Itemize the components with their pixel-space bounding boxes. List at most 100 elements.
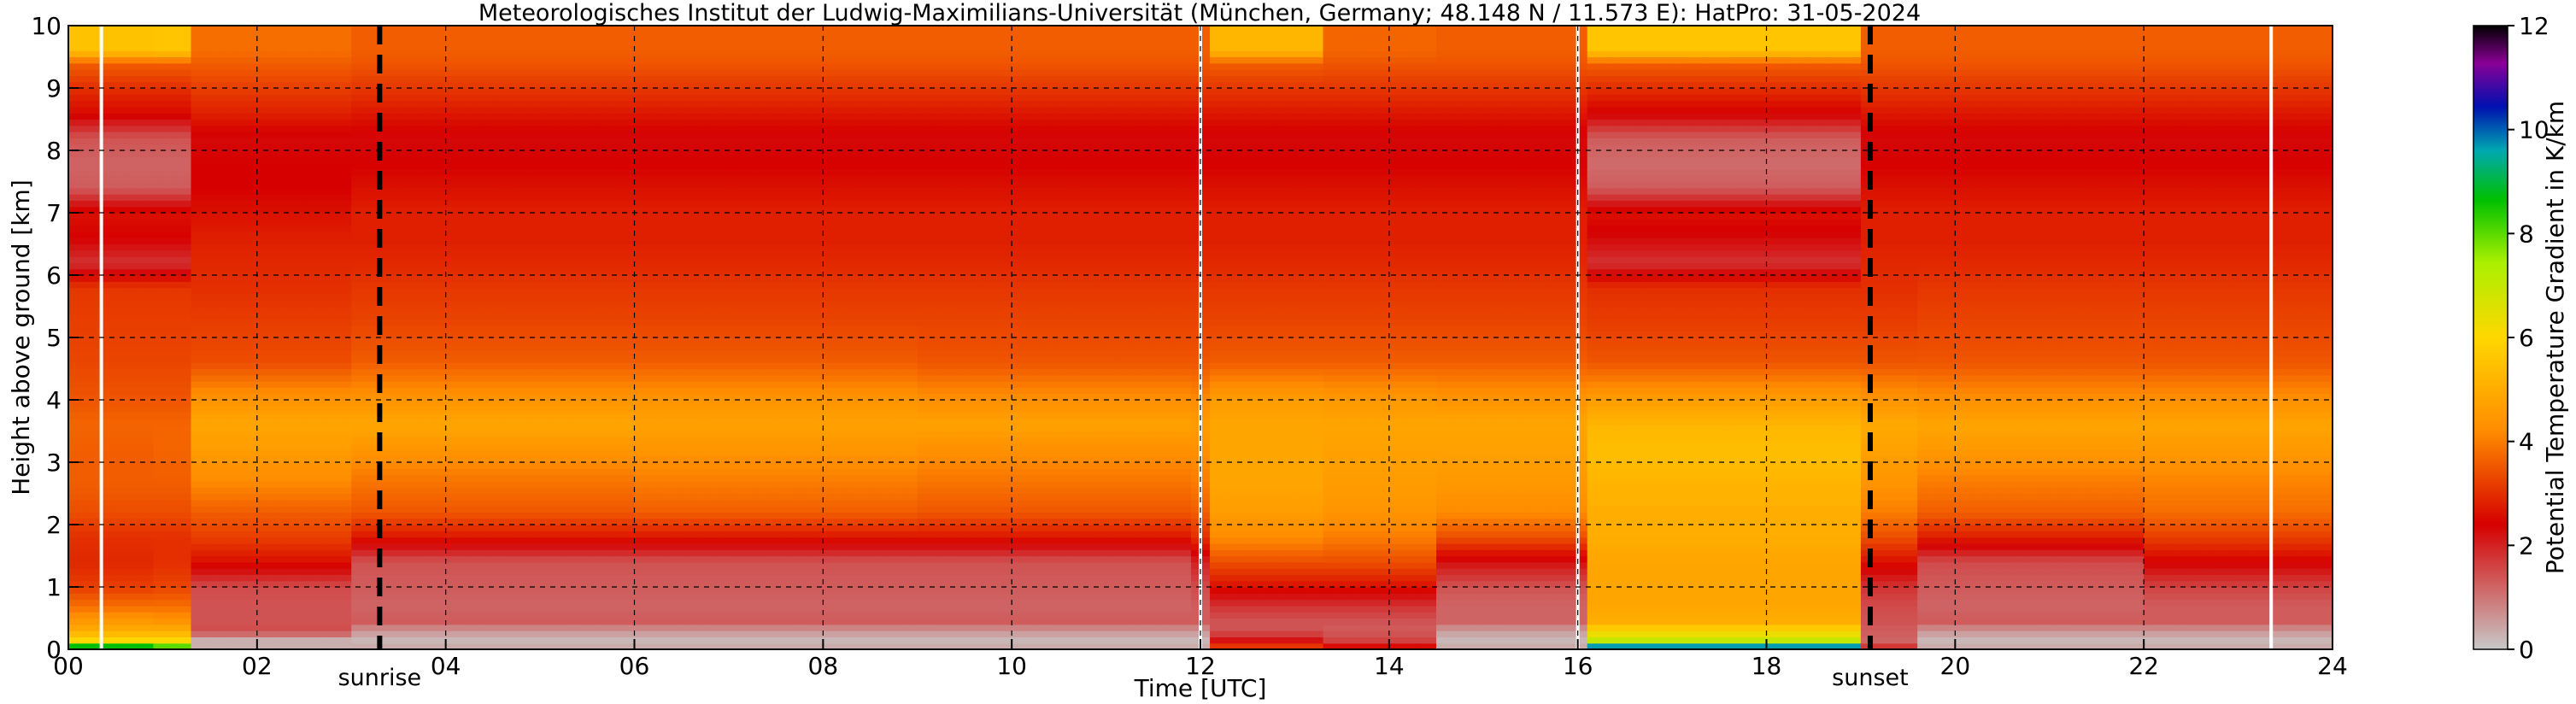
heatmap-cell [342, 555, 352, 563]
heatmap-cell [78, 162, 88, 170]
heatmap-cell [323, 425, 333, 432]
heatmap-cell [106, 200, 116, 208]
heatmap-cell [436, 368, 447, 376]
heatmap-cell [455, 106, 466, 114]
heatmap-cell [361, 612, 371, 619]
heatmap-cell [426, 32, 437, 39]
heatmap-cell [332, 231, 343, 238]
heatmap-cell [314, 168, 324, 176]
heatmap-cell [266, 125, 277, 132]
heatmap-cell [531, 249, 541, 257]
heatmap-cell [389, 231, 400, 238]
heatmap-cell [521, 637, 531, 644]
heatmap-cell [511, 32, 522, 39]
heatmap-cell [502, 355, 513, 363]
heatmap-cell [351, 605, 361, 613]
heatmap-cell [531, 480, 541, 488]
heatmap-cell [191, 69, 202, 76]
heatmap-cell [483, 637, 494, 644]
heatmap-cell [266, 418, 277, 425]
heatmap-cell [398, 518, 409, 525]
heatmap-cell [370, 138, 380, 145]
heatmap-cell [314, 319, 324, 326]
heatmap-cell [323, 62, 333, 70]
heatmap-cell [445, 319, 456, 326]
heatmap-cell [238, 219, 249, 226]
heatmap-cell [521, 156, 531, 164]
heatmap-cell [445, 50, 456, 58]
heatmap-cell [247, 281, 258, 289]
heatmap-cell [502, 431, 513, 438]
heatmap-cell [68, 168, 79, 176]
heatmap-cell [144, 462, 154, 469]
heatmap-cell [162, 75, 173, 83]
heatmap-cell [502, 56, 513, 64]
heatmap-cell [295, 349, 305, 357]
heatmap-cell [266, 355, 277, 363]
heatmap-cell [323, 587, 333, 594]
heatmap-cell [398, 362, 409, 370]
heatmap-cell [115, 362, 126, 370]
heatmap-cell [153, 337, 164, 344]
heatmap-cell [200, 362, 211, 370]
heatmap-cell [219, 243, 230, 251]
heatmap-cell [200, 568, 211, 575]
heatmap-cell [295, 431, 305, 438]
heatmap-cell [219, 238, 230, 245]
heatmap-cell [436, 312, 447, 320]
heatmap-cell [314, 44, 324, 51]
heatmap-cell [78, 132, 88, 138]
heatmap-cell [247, 455, 258, 463]
heatmap-cell [361, 593, 371, 601]
heatmap-cell [266, 555, 277, 563]
heatmap-cell [379, 162, 390, 170]
heatmap-cell [134, 343, 144, 351]
heatmap-cell [531, 493, 541, 501]
heatmap-cell [247, 580, 258, 588]
heatmap-cell [181, 268, 192, 276]
heatmap-cell [295, 561, 305, 569]
heatmap-cell [153, 568, 164, 575]
heatmap-cell [78, 599, 88, 607]
heatmap-cell [445, 343, 456, 351]
heatmap-cell [342, 293, 352, 301]
heatmap-cell [275, 100, 286, 108]
heatmap-cell [106, 243, 116, 251]
heatmap-cell [464, 38, 475, 45]
heatmap-cell [106, 225, 116, 232]
heatmap-cell [191, 238, 202, 245]
heatmap-cell [162, 480, 173, 488]
heatmap-cell [370, 480, 380, 488]
heatmap-cell [521, 343, 531, 351]
heatmap-cell [87, 62, 97, 70]
heatmap-cell [238, 568, 249, 575]
heatmap-cell [379, 281, 390, 289]
heatmap-cell [144, 618, 154, 625]
heatmap-cell [191, 374, 202, 382]
heatmap-cell [209, 262, 220, 270]
heatmap-cell [285, 168, 296, 176]
heatmap-cell [417, 455, 428, 463]
heatmap-cell [473, 362, 484, 370]
heatmap-cell [181, 262, 192, 270]
heatmap-cell [436, 487, 447, 495]
heatmap-cell [200, 44, 211, 51]
heatmap-cell [162, 455, 173, 463]
heatmap-cell [342, 599, 352, 607]
heatmap-cell [304, 418, 314, 425]
heatmap-cell [228, 94, 239, 102]
heatmap-cell [247, 480, 258, 488]
heatmap-cell [389, 493, 400, 501]
heatmap-cell [144, 400, 154, 407]
heatmap-cell [379, 612, 390, 619]
heatmap-cell [473, 462, 484, 469]
heatmap-cell [238, 362, 249, 370]
heatmap-cell [417, 612, 428, 619]
heatmap-cell [492, 537, 503, 544]
heatmap-cell [153, 418, 164, 425]
heatmap-cell [314, 113, 324, 120]
heatmap-cell [379, 81, 390, 89]
heatmap-cell [209, 88, 220, 95]
heatmap-cell [445, 455, 456, 463]
heatmap-cell [323, 493, 333, 501]
